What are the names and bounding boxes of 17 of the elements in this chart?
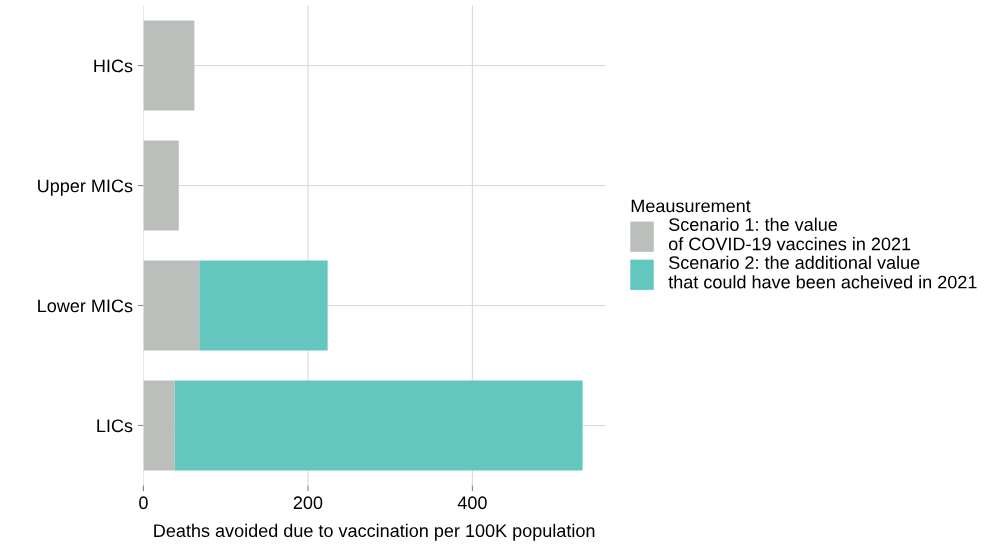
y-tick-label: LICs <box>97 419 133 433</box>
legend-label: Scenario 2: the additional value that could have been acheived in 2021 <box>668 255 977 289</box>
bar <box>199 260 328 351</box>
x-axis-title: Deaths avoided due to vaccination per 100K population <box>154 523 595 541</box>
y-tick-label: HICs <box>94 59 133 73</box>
x-tick-label: 200 <box>293 496 323 510</box>
legend-title: Meausurement <box>631 199 751 213</box>
y-tick-label: Lower MICs <box>38 299 133 313</box>
legend-label: Scenario 1: the value of COVID-19 vaccines in 2021 <box>668 217 911 251</box>
bar <box>143 260 200 351</box>
bar <box>143 20 195 111</box>
y-tick-label: Upper MICs <box>38 179 133 196</box>
x-tick-label: 0 <box>139 496 148 510</box>
bar <box>143 140 179 231</box>
bar <box>174 380 583 471</box>
x-tick-label: 400 <box>457 496 487 510</box>
bar <box>143 380 175 471</box>
